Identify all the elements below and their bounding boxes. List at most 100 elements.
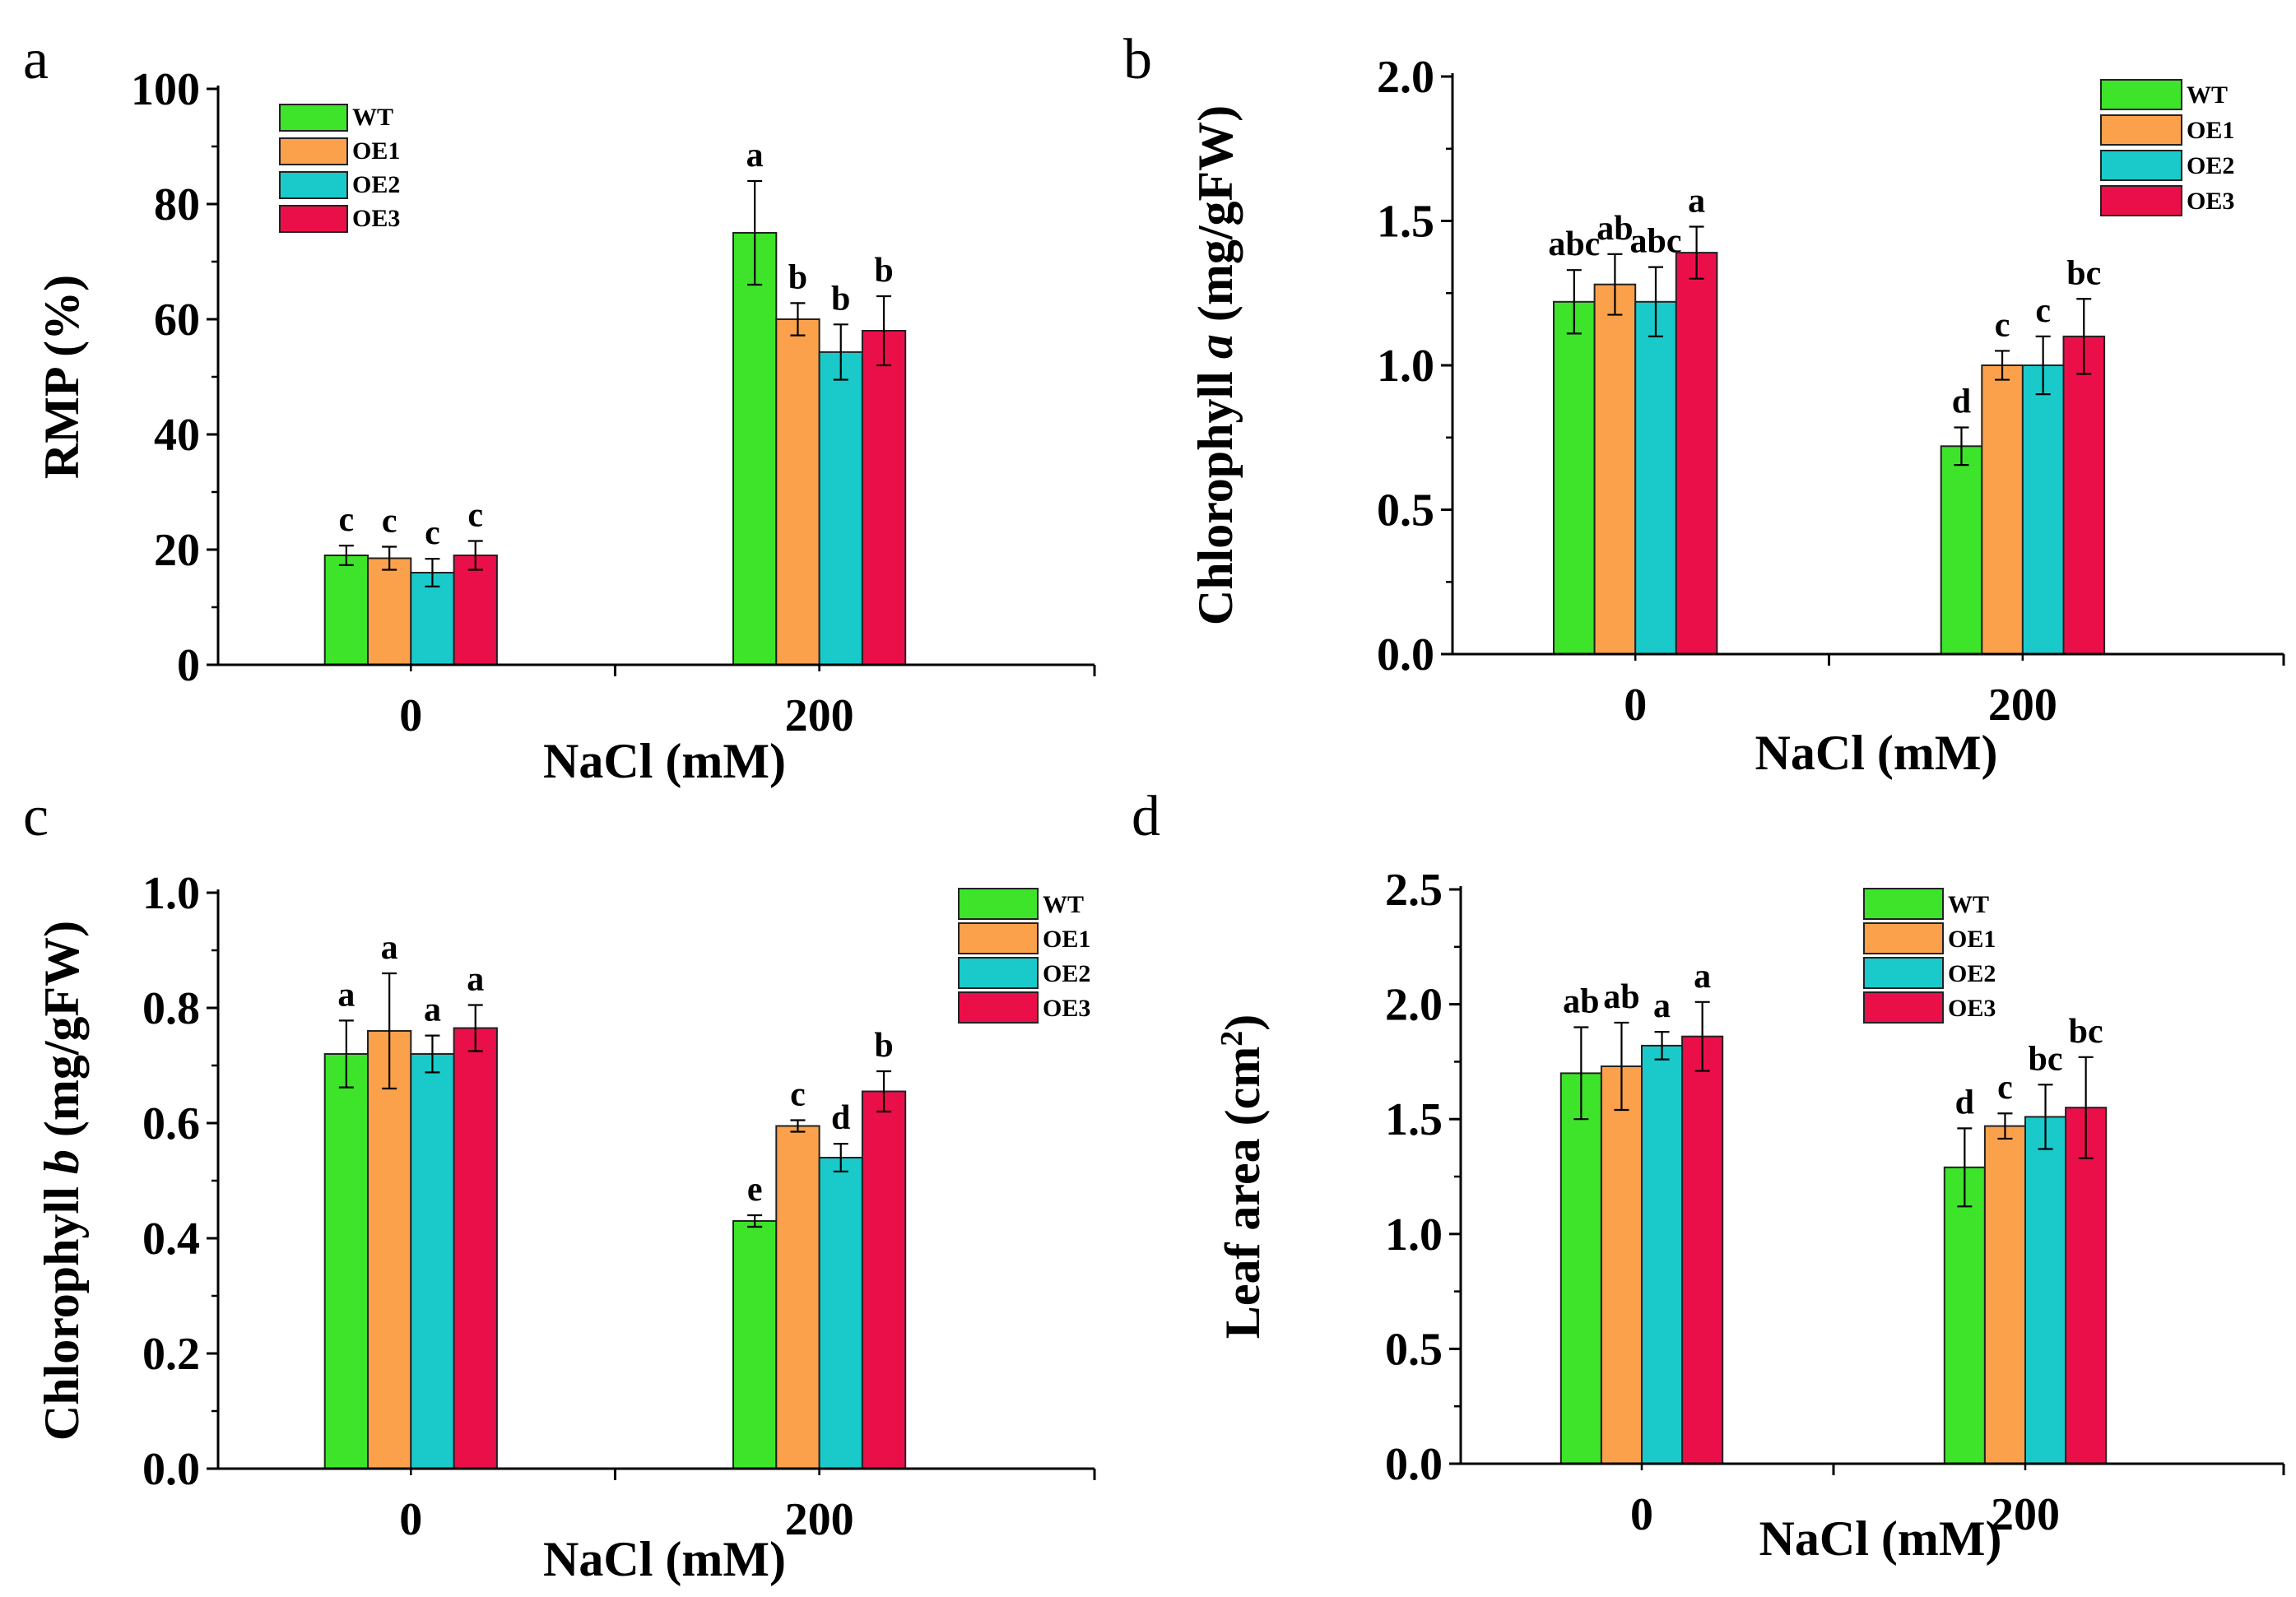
y-axis-title-part: Leaf bbox=[1215, 1242, 1270, 1339]
legend-label-wt: WT bbox=[2187, 81, 2228, 109]
significance-letter: b bbox=[831, 280, 850, 318]
x-tick-label: 0 bbox=[399, 1494, 422, 1545]
legend-swatch-oe1 bbox=[279, 137, 348, 165]
y-tick-label: 1.5 bbox=[1377, 197, 1434, 248]
significance-letter: bc bbox=[2066, 254, 2101, 292]
y-tick-label: 40 bbox=[154, 410, 200, 461]
significance-letter: c bbox=[467, 497, 483, 535]
legend-swatch-oe2 bbox=[958, 957, 1039, 989]
legend-label-oe3: OE3 bbox=[1948, 995, 1996, 1022]
legend-swatch-oe1 bbox=[1863, 922, 1944, 954]
bar-oe3-0 bbox=[1675, 252, 1718, 655]
legend-swatch-oe2 bbox=[279, 171, 348, 199]
x-tick-label: 0 bbox=[1630, 1489, 1653, 1540]
y-tick-label: 1.0 bbox=[1385, 1209, 1443, 1260]
legend-label-oe2: OE2 bbox=[352, 171, 400, 198]
bar-oe3-0 bbox=[453, 1027, 498, 1469]
significance-letter: ab bbox=[1563, 983, 1599, 1021]
x-tick-label: 200 bbox=[1991, 1489, 2060, 1540]
y-tick-label: 0 bbox=[177, 640, 200, 691]
legend-label-oe2: OE2 bbox=[1948, 960, 1996, 987]
bar-oe1-200 bbox=[775, 318, 820, 666]
bar-oe2-200 bbox=[2024, 1116, 2067, 1465]
y-axis-title: RMP (%) bbox=[35, 275, 89, 479]
bar-wt-200 bbox=[732, 1220, 778, 1469]
legend-swatch-oe3 bbox=[958, 991, 1039, 1024]
significance-letter: ab bbox=[1603, 978, 1639, 1016]
significance-letter: d bbox=[1952, 383, 1971, 420]
significance-letter: a bbox=[381, 929, 398, 967]
y-tick-label: 0.5 bbox=[1377, 485, 1434, 536]
y-tick-label: 0.0 bbox=[142, 1444, 200, 1495]
significance-letter: c bbox=[1995, 306, 2010, 344]
significance-letter: a bbox=[1653, 987, 1671, 1025]
bar-oe2-0 bbox=[1641, 1044, 1684, 1465]
legend-swatch-wt bbox=[2100, 79, 2182, 110]
legend-label-oe1: OE1 bbox=[352, 137, 400, 165]
legend-swatch-oe2 bbox=[1863, 957, 1944, 989]
y-tick-label: 0.5 bbox=[1385, 1324, 1443, 1375]
significance-letter: c bbox=[382, 503, 397, 541]
y-tick-label: 2.0 bbox=[1385, 980, 1443, 1031]
legend-swatch-oe2 bbox=[2100, 150, 2182, 181]
panel-letter: a bbox=[23, 28, 49, 91]
bar-oe1-0 bbox=[1600, 1065, 1643, 1465]
significance-letter: a bbox=[1694, 958, 1711, 996]
bar-oe1-0 bbox=[367, 1030, 412, 1469]
bar-wt-200 bbox=[1943, 1166, 1986, 1465]
y-axis-title-part: b bbox=[35, 1149, 89, 1174]
significance-letter: d bbox=[1955, 1084, 1974, 1121]
significance-letter: c bbox=[339, 501, 355, 539]
legend-label-oe2: OE2 bbox=[2187, 152, 2234, 179]
bar-oe1-0 bbox=[367, 557, 412, 666]
y-axis-title-part: Chlorophyll bbox=[35, 1174, 89, 1441]
y-axis-title-part: (mg/gFW) bbox=[1188, 105, 1243, 334]
legend-label-oe2: OE2 bbox=[1043, 960, 1090, 987]
bar-oe2-200 bbox=[818, 351, 863, 666]
significance-letter: bc bbox=[2069, 1013, 2103, 1051]
y-tick-label: 0.0 bbox=[1377, 629, 1434, 680]
legend-label-wt: WT bbox=[352, 104, 393, 131]
legend-label-oe1: OE1 bbox=[2187, 117, 2234, 144]
bar-oe2-0 bbox=[1634, 300, 1677, 655]
y-tick-label: 80 bbox=[154, 179, 200, 230]
bar-oe1-200 bbox=[1983, 1125, 2026, 1465]
legend-swatch-wt bbox=[958, 888, 1039, 920]
bar-oe2-0 bbox=[410, 1053, 455, 1469]
legend-swatch-oe3 bbox=[2100, 185, 2182, 216]
x-tick-label: 200 bbox=[1988, 680, 2057, 731]
significance-letter: abc bbox=[1548, 225, 1600, 263]
significance-letter: c bbox=[1997, 1069, 2013, 1107]
bar-oe3-200 bbox=[861, 1090, 907, 1469]
x-axis-title: NaCl (mM) bbox=[1755, 726, 1998, 780]
y-axis-title: Chlorophyll a (mg/gFW) bbox=[1188, 105, 1243, 625]
legend-label-oe3: OE3 bbox=[352, 205, 400, 232]
legend-swatch-wt bbox=[1863, 888, 1944, 920]
legend-swatch-oe1 bbox=[958, 922, 1039, 954]
significance-letter: abc bbox=[1629, 223, 1681, 261]
y-axis-title-part: ) bbox=[1215, 1014, 1270, 1031]
legend-swatch-wt bbox=[279, 104, 348, 132]
significance-letter: d bbox=[831, 1099, 850, 1137]
y-tick-label: 0.6 bbox=[142, 1098, 200, 1149]
significance-letter: a bbox=[746, 137, 764, 174]
y-axis-title-part: a bbox=[1188, 334, 1243, 359]
bar-wt-0 bbox=[1559, 1072, 1602, 1465]
significance-letter: bc bbox=[2029, 1040, 2063, 1078]
bar-wt-200 bbox=[732, 232, 778, 666]
bar-oe3-200 bbox=[861, 330, 907, 666]
y-axis-title-part: area (cm bbox=[1215, 1047, 1270, 1243]
y-axis-title-part: (mg/gFW) bbox=[35, 921, 89, 1149]
legend-label-wt: WT bbox=[1043, 891, 1084, 918]
y-tick-label: 1.5 bbox=[1385, 1094, 1443, 1145]
y-tick-label: 0.2 bbox=[142, 1329, 200, 1380]
y-tick-label: 1.0 bbox=[1377, 341, 1434, 392]
x-axis-title: NaCl (mM) bbox=[543, 734, 786, 788]
bar-oe3-200 bbox=[2065, 1107, 2108, 1465]
significance-letter: b bbox=[788, 258, 807, 296]
bar-wt-0 bbox=[323, 1053, 369, 1469]
significance-letter: b bbox=[874, 252, 893, 290]
